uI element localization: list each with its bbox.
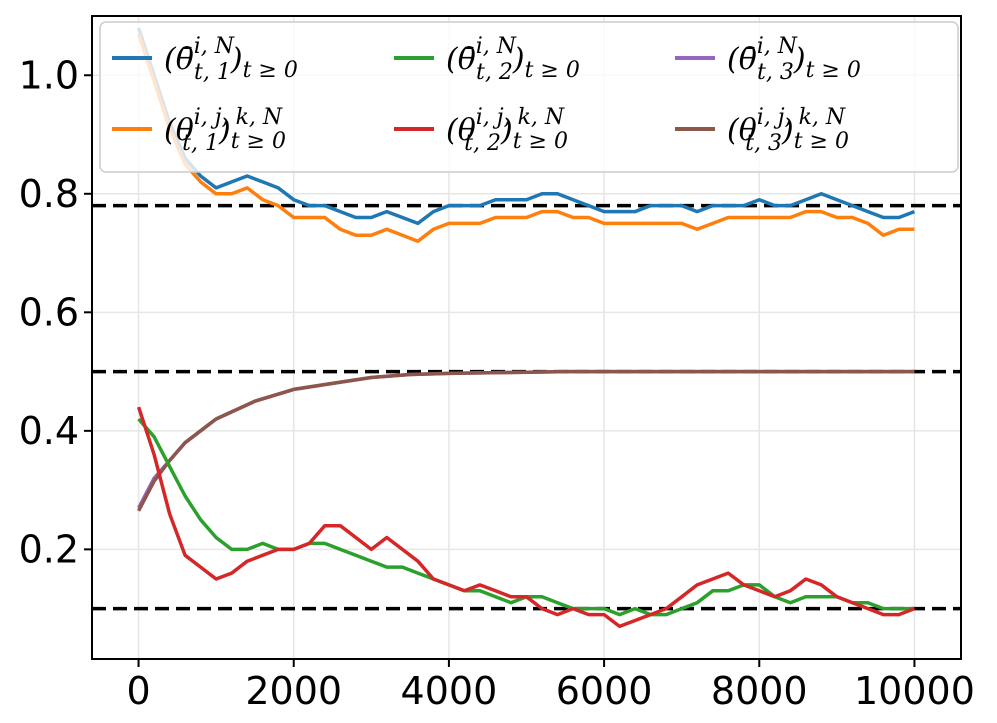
series-theta_ijk_t2 (136, 406, 916, 629)
y-tick-label: 0.2 (19, 527, 79, 571)
x-tick-label: 8000 (711, 669, 808, 713)
y-tick-label: 1.0 (19, 53, 79, 97)
y-axis: 0.2 0.4 0.6 0.8 1.0 (19, 53, 92, 571)
series-theta_bar_t3 (137, 369, 915, 509)
x-tick-label: 4000 (401, 669, 498, 713)
x-tick-label: 0 (126, 669, 150, 713)
reference-lines (92, 203, 961, 611)
y-tick-label: 0.6 (19, 290, 79, 334)
x-tick-label: 2000 (245, 669, 342, 713)
legend-box (99, 21, 959, 173)
series-lines (136, 27, 916, 629)
plot-frame (91, 15, 962, 660)
y-tick-label: 0.4 (19, 409, 79, 453)
series-theta_bar_t1 (136, 27, 916, 226)
x-tick-label: 6000 (556, 669, 653, 713)
series-theta_ijk_t1 (136, 33, 915, 243)
series-theta_ijk_t3 (137, 369, 915, 512)
x-axis: 0 2000 4000 6000 8000 10000 (126, 659, 975, 713)
x-tick-label: 10000 (854, 669, 975, 713)
y-tick-label: 0.8 (19, 172, 79, 216)
